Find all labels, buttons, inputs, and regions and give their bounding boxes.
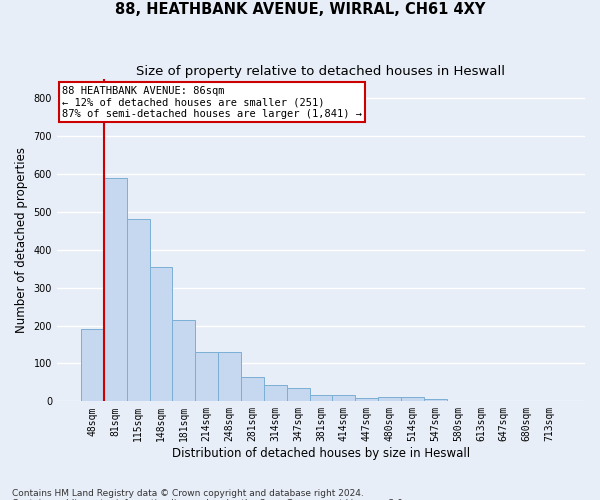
Bar [195,352,218,402]
Bar [401,397,424,402]
Bar [172,320,195,402]
Bar [218,352,241,402]
Bar [241,376,264,402]
Title: Size of property relative to detached houses in Heswall: Size of property relative to detached ho… [136,65,505,78]
Bar [149,267,172,402]
Bar [287,388,310,402]
Bar [310,395,332,402]
Text: 88 HEATHBANK AVENUE: 86sqm
← 12% of detached houses are smaller (251)
87% of sem: 88 HEATHBANK AVENUE: 86sqm ← 12% of deta… [62,86,362,119]
Bar [104,178,127,402]
Bar [264,386,287,402]
Y-axis label: Number of detached properties: Number of detached properties [15,147,28,333]
Bar [332,395,355,402]
Bar [378,397,401,402]
Text: 88, HEATHBANK AVENUE, WIRRAL, CH61 4XY: 88, HEATHBANK AVENUE, WIRRAL, CH61 4XY [115,2,485,18]
Bar [424,398,446,402]
Text: Contains HM Land Registry data © Crown copyright and database right 2024.: Contains HM Land Registry data © Crown c… [12,488,364,498]
Bar [355,398,378,402]
X-axis label: Distribution of detached houses by size in Heswall: Distribution of detached houses by size … [172,447,470,460]
Bar [127,220,149,402]
Bar [81,330,104,402]
Text: Contains public sector information licensed under the Open Government Licence v3: Contains public sector information licen… [12,498,406,500]
